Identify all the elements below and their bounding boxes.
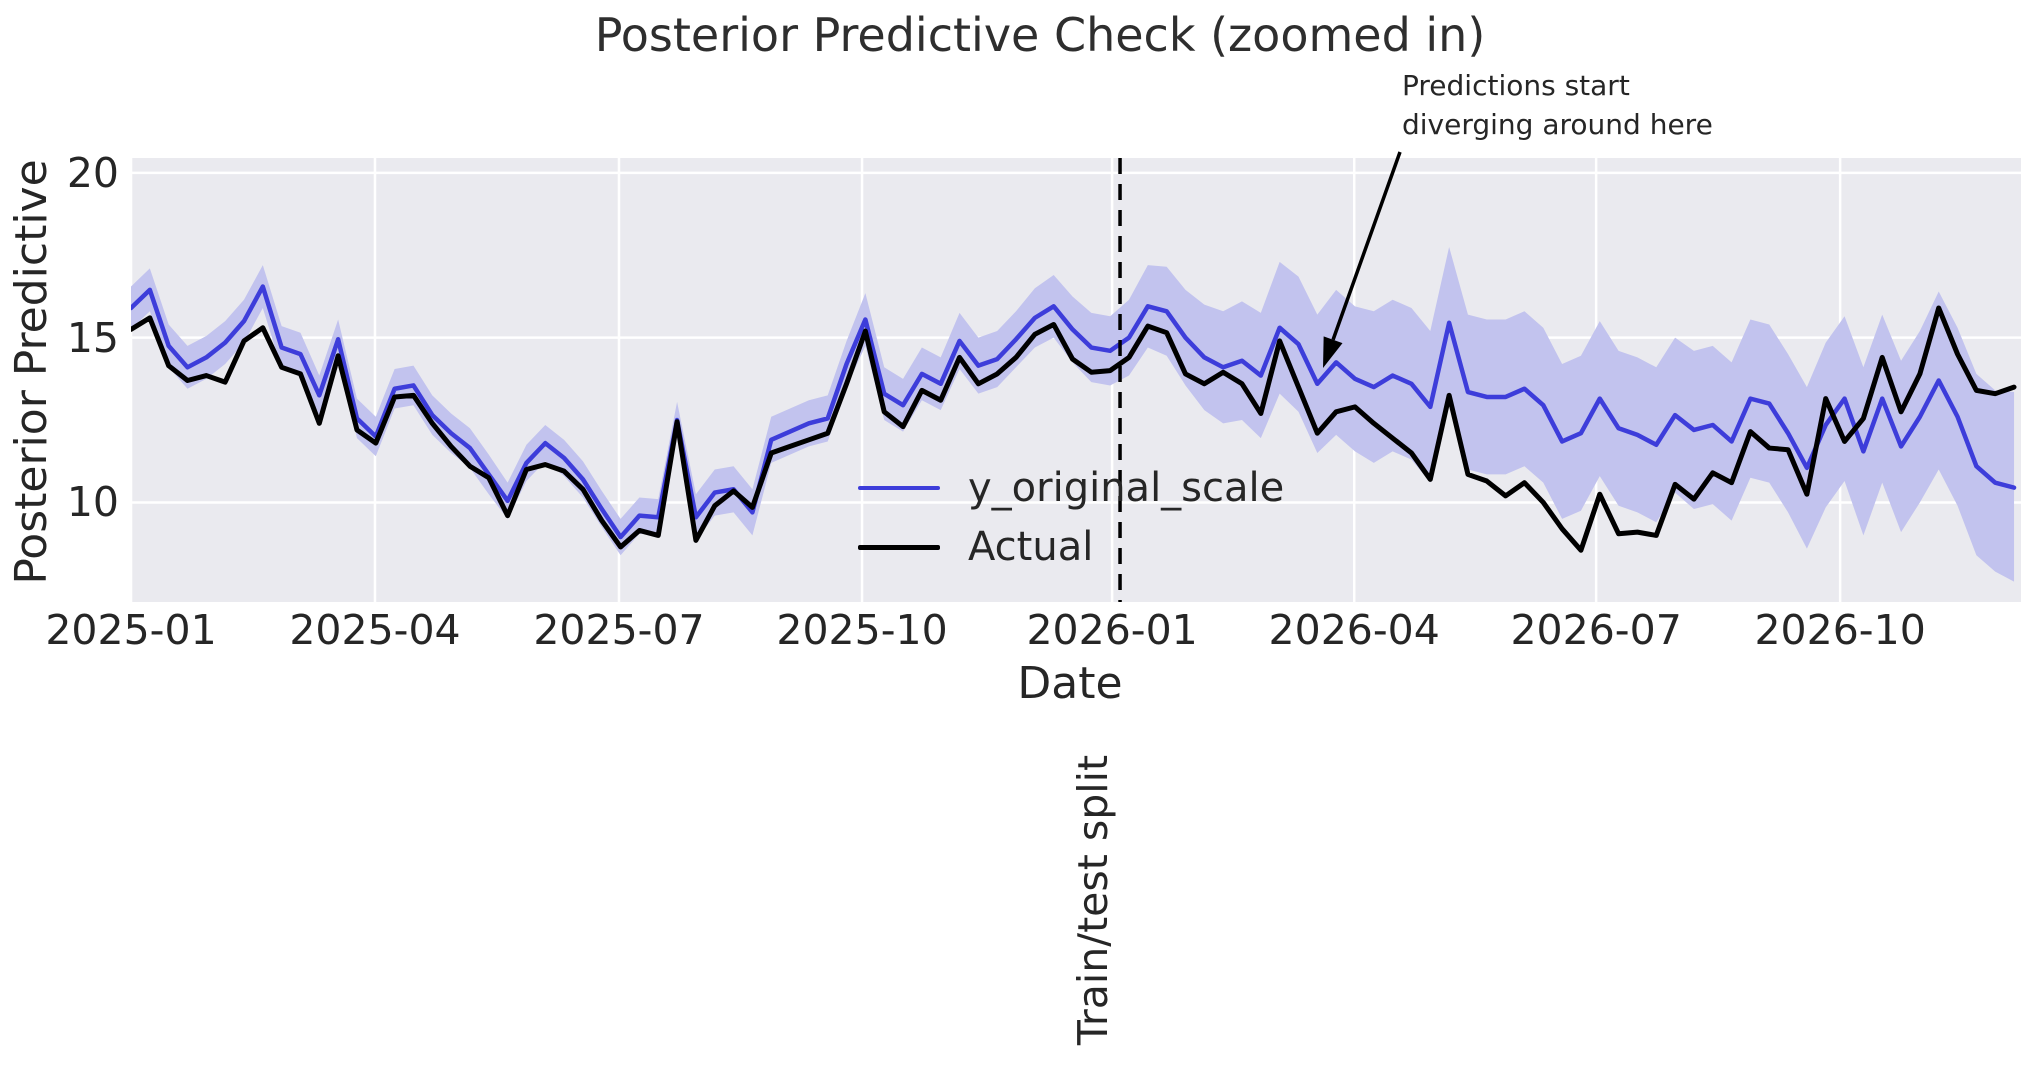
chart-title: Posterior Predictive Check (zoomed in) bbox=[594, 8, 1486, 62]
y-axis-label: Posterior Predictive bbox=[6, 159, 57, 585]
prediction-line bbox=[131, 284, 2017, 540]
plot-area bbox=[131, 158, 2021, 602]
x-tick-label: 2025-01 bbox=[45, 606, 217, 654]
x-tick-label: 2026-01 bbox=[1026, 606, 1198, 654]
annotation-text: Predictions start diverging around here bbox=[1402, 69, 1713, 141]
y-tick-label: 10 bbox=[66, 478, 119, 527]
actual-line-sample bbox=[858, 544, 940, 550]
actual-line bbox=[131, 305, 2017, 553]
uncertainty-band bbox=[131, 246, 2015, 582]
x-tick-label: 2026-07 bbox=[1510, 606, 1682, 654]
y-tick-label: 15 bbox=[66, 313, 119, 362]
plot-canvas bbox=[131, 158, 2021, 602]
train-test-split-label: Train/test split bbox=[1069, 754, 1117, 1046]
x-tick-label: 2026-04 bbox=[1268, 606, 1440, 654]
x-tick-label: 2025-04 bbox=[289, 606, 461, 654]
legend: y_original_scale Actual bbox=[858, 465, 1285, 584]
prediction-line-sample bbox=[858, 485, 940, 491]
legend-item-prediction: y_original_scale bbox=[858, 465, 1285, 511]
x-tick-label: 2026-10 bbox=[1754, 606, 1926, 654]
x-axis-label: Date bbox=[1017, 658, 1123, 709]
legend-label-prediction: y_original_scale bbox=[968, 465, 1285, 511]
y-tick-label: 20 bbox=[66, 148, 119, 197]
x-tick-label: 2025-10 bbox=[776, 606, 948, 654]
legend-item-actual: Actual bbox=[858, 524, 1284, 570]
legend-label-actual: Actual bbox=[968, 524, 1094, 570]
x-tick-label: 2025-07 bbox=[533, 606, 705, 654]
